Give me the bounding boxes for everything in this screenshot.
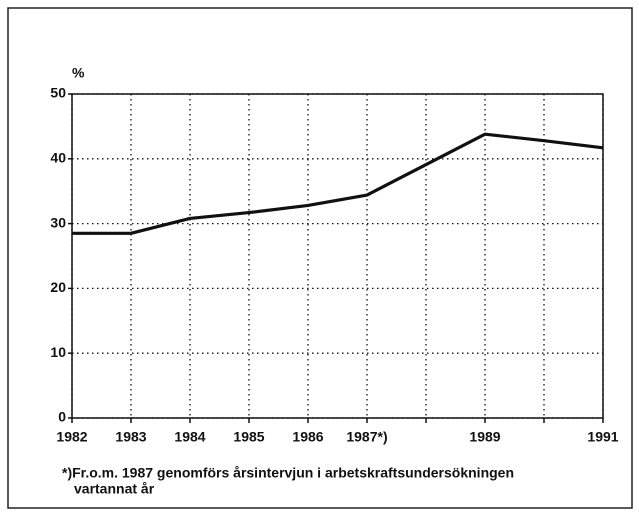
- note: vartannat år: [74, 481, 155, 497]
- y-axis-label: %: [72, 65, 85, 81]
- y-tick-label: 0: [58, 409, 66, 425]
- y-tick-label: 40: [50, 150, 66, 166]
- data-line: [72, 132, 604, 235]
- y-tick-label: 10: [50, 344, 66, 360]
- x-tick-label: 1986: [292, 429, 323, 445]
- plot-frame: [71, 93, 604, 419]
- x-tick-label: 1985: [233, 429, 264, 445]
- x-tick-label: 1991: [587, 429, 618, 445]
- note: *)Fr.o.m. 1987 genomförs årsintervjun i …: [62, 465, 514, 481]
- y-tick-label: 20: [50, 279, 66, 295]
- y-tick-label: 50: [50, 85, 66, 101]
- frame: [7, 7, 633, 509]
- y-tick-label: 30: [50, 214, 66, 230]
- x-tick-label: 1989: [469, 429, 500, 445]
- x-tick-label: 1983: [115, 429, 146, 445]
- x-tick-label: 1984: [174, 429, 205, 445]
- x-tick-label: 1987*): [346, 429, 387, 445]
- x-tick-label: 1982: [56, 429, 87, 445]
